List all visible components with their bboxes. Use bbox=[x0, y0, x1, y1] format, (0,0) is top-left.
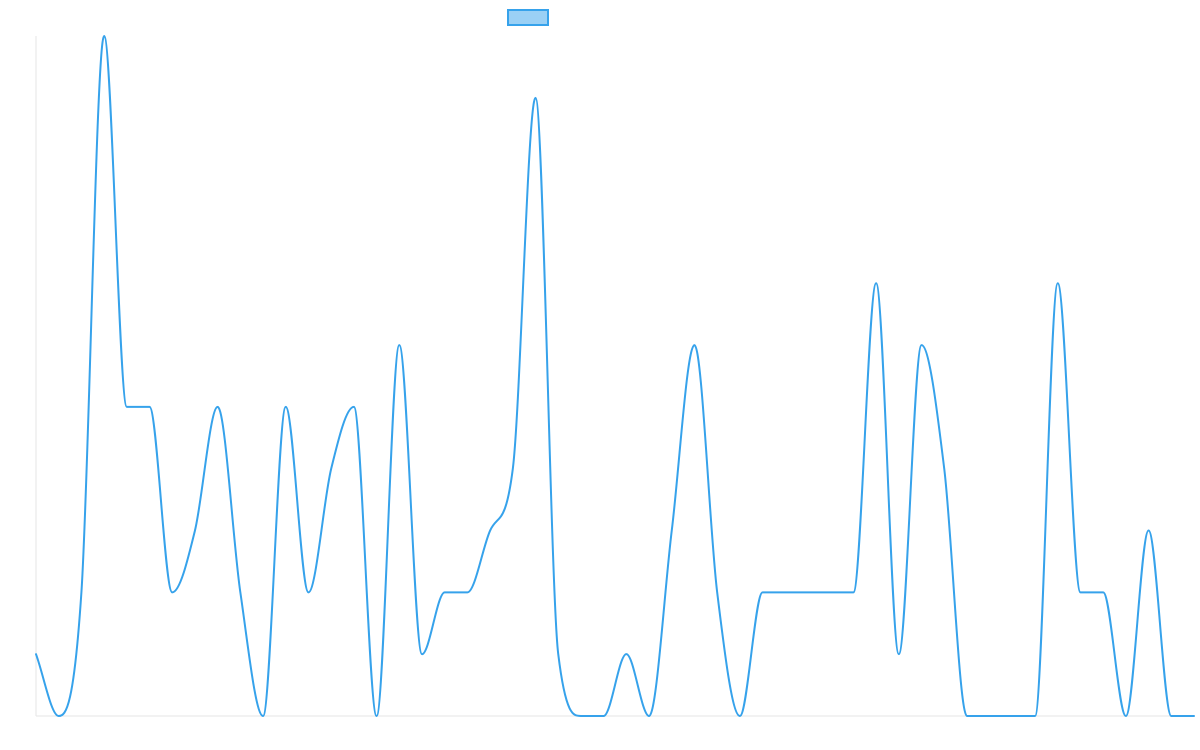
data-point[interactable] bbox=[328, 466, 334, 472]
data-point[interactable] bbox=[237, 589, 243, 595]
data-point[interactable] bbox=[850, 589, 856, 595]
data-point[interactable] bbox=[555, 651, 561, 657]
data-point[interactable] bbox=[646, 713, 652, 719]
data-point[interactable] bbox=[351, 404, 357, 410]
data-point[interactable] bbox=[805, 589, 811, 595]
data-point[interactable] bbox=[873, 280, 879, 286]
data-point[interactable] bbox=[714, 589, 720, 595]
data-point[interactable] bbox=[1100, 589, 1106, 595]
data-point[interactable] bbox=[1123, 713, 1129, 719]
data-point[interactable] bbox=[896, 651, 902, 657]
series-layer bbox=[33, 33, 1197, 719]
data-point[interactable] bbox=[464, 589, 470, 595]
data-point[interactable] bbox=[737, 713, 743, 719]
data-point[interactable] bbox=[1168, 713, 1174, 719]
legend-swatch-1[interactable] bbox=[507, 9, 549, 26]
data-point[interactable] bbox=[283, 404, 289, 410]
series-line-1 bbox=[35, 35, 1195, 717]
data-point[interactable] bbox=[305, 589, 311, 595]
data-point[interactable] bbox=[919, 342, 925, 348]
data-point[interactable] bbox=[828, 589, 834, 595]
data-point[interactable] bbox=[691, 342, 697, 348]
data-point[interactable] bbox=[56, 713, 62, 719]
data-point[interactable] bbox=[1077, 589, 1083, 595]
data-point[interactable] bbox=[1055, 280, 1061, 286]
data-point[interactable] bbox=[147, 404, 153, 410]
data-point[interactable] bbox=[533, 95, 539, 101]
data-point[interactable] bbox=[1009, 713, 1015, 719]
data-point[interactable] bbox=[1146, 528, 1152, 534]
data-point[interactable] bbox=[510, 466, 516, 472]
data-point[interactable] bbox=[260, 713, 266, 719]
data-point[interactable] bbox=[760, 589, 766, 595]
data-point[interactable] bbox=[941, 466, 947, 472]
data-point[interactable] bbox=[78, 589, 84, 595]
data-point[interactable] bbox=[578, 713, 584, 719]
data-point[interactable] bbox=[101, 33, 107, 39]
data-point[interactable] bbox=[396, 342, 402, 348]
data-point[interactable] bbox=[487, 528, 493, 534]
data-point[interactable] bbox=[374, 713, 380, 719]
data-point[interactable] bbox=[782, 589, 788, 595]
data-point[interactable] bbox=[1032, 713, 1038, 719]
data-point[interactable] bbox=[124, 404, 130, 410]
data-point[interactable] bbox=[669, 528, 675, 534]
data-point[interactable] bbox=[33, 651, 39, 657]
data-point[interactable] bbox=[964, 713, 970, 719]
data-point[interactable] bbox=[623, 651, 629, 657]
data-point[interactable] bbox=[601, 713, 607, 719]
data-point[interactable] bbox=[215, 404, 221, 410]
data-point[interactable] bbox=[192, 528, 198, 534]
data-point[interactable] bbox=[987, 713, 993, 719]
data-point[interactable] bbox=[442, 589, 448, 595]
data-point[interactable] bbox=[169, 589, 175, 595]
data-point[interactable] bbox=[419, 651, 425, 657]
legend[interactable] bbox=[507, 9, 549, 26]
data-point[interactable] bbox=[1191, 713, 1197, 719]
